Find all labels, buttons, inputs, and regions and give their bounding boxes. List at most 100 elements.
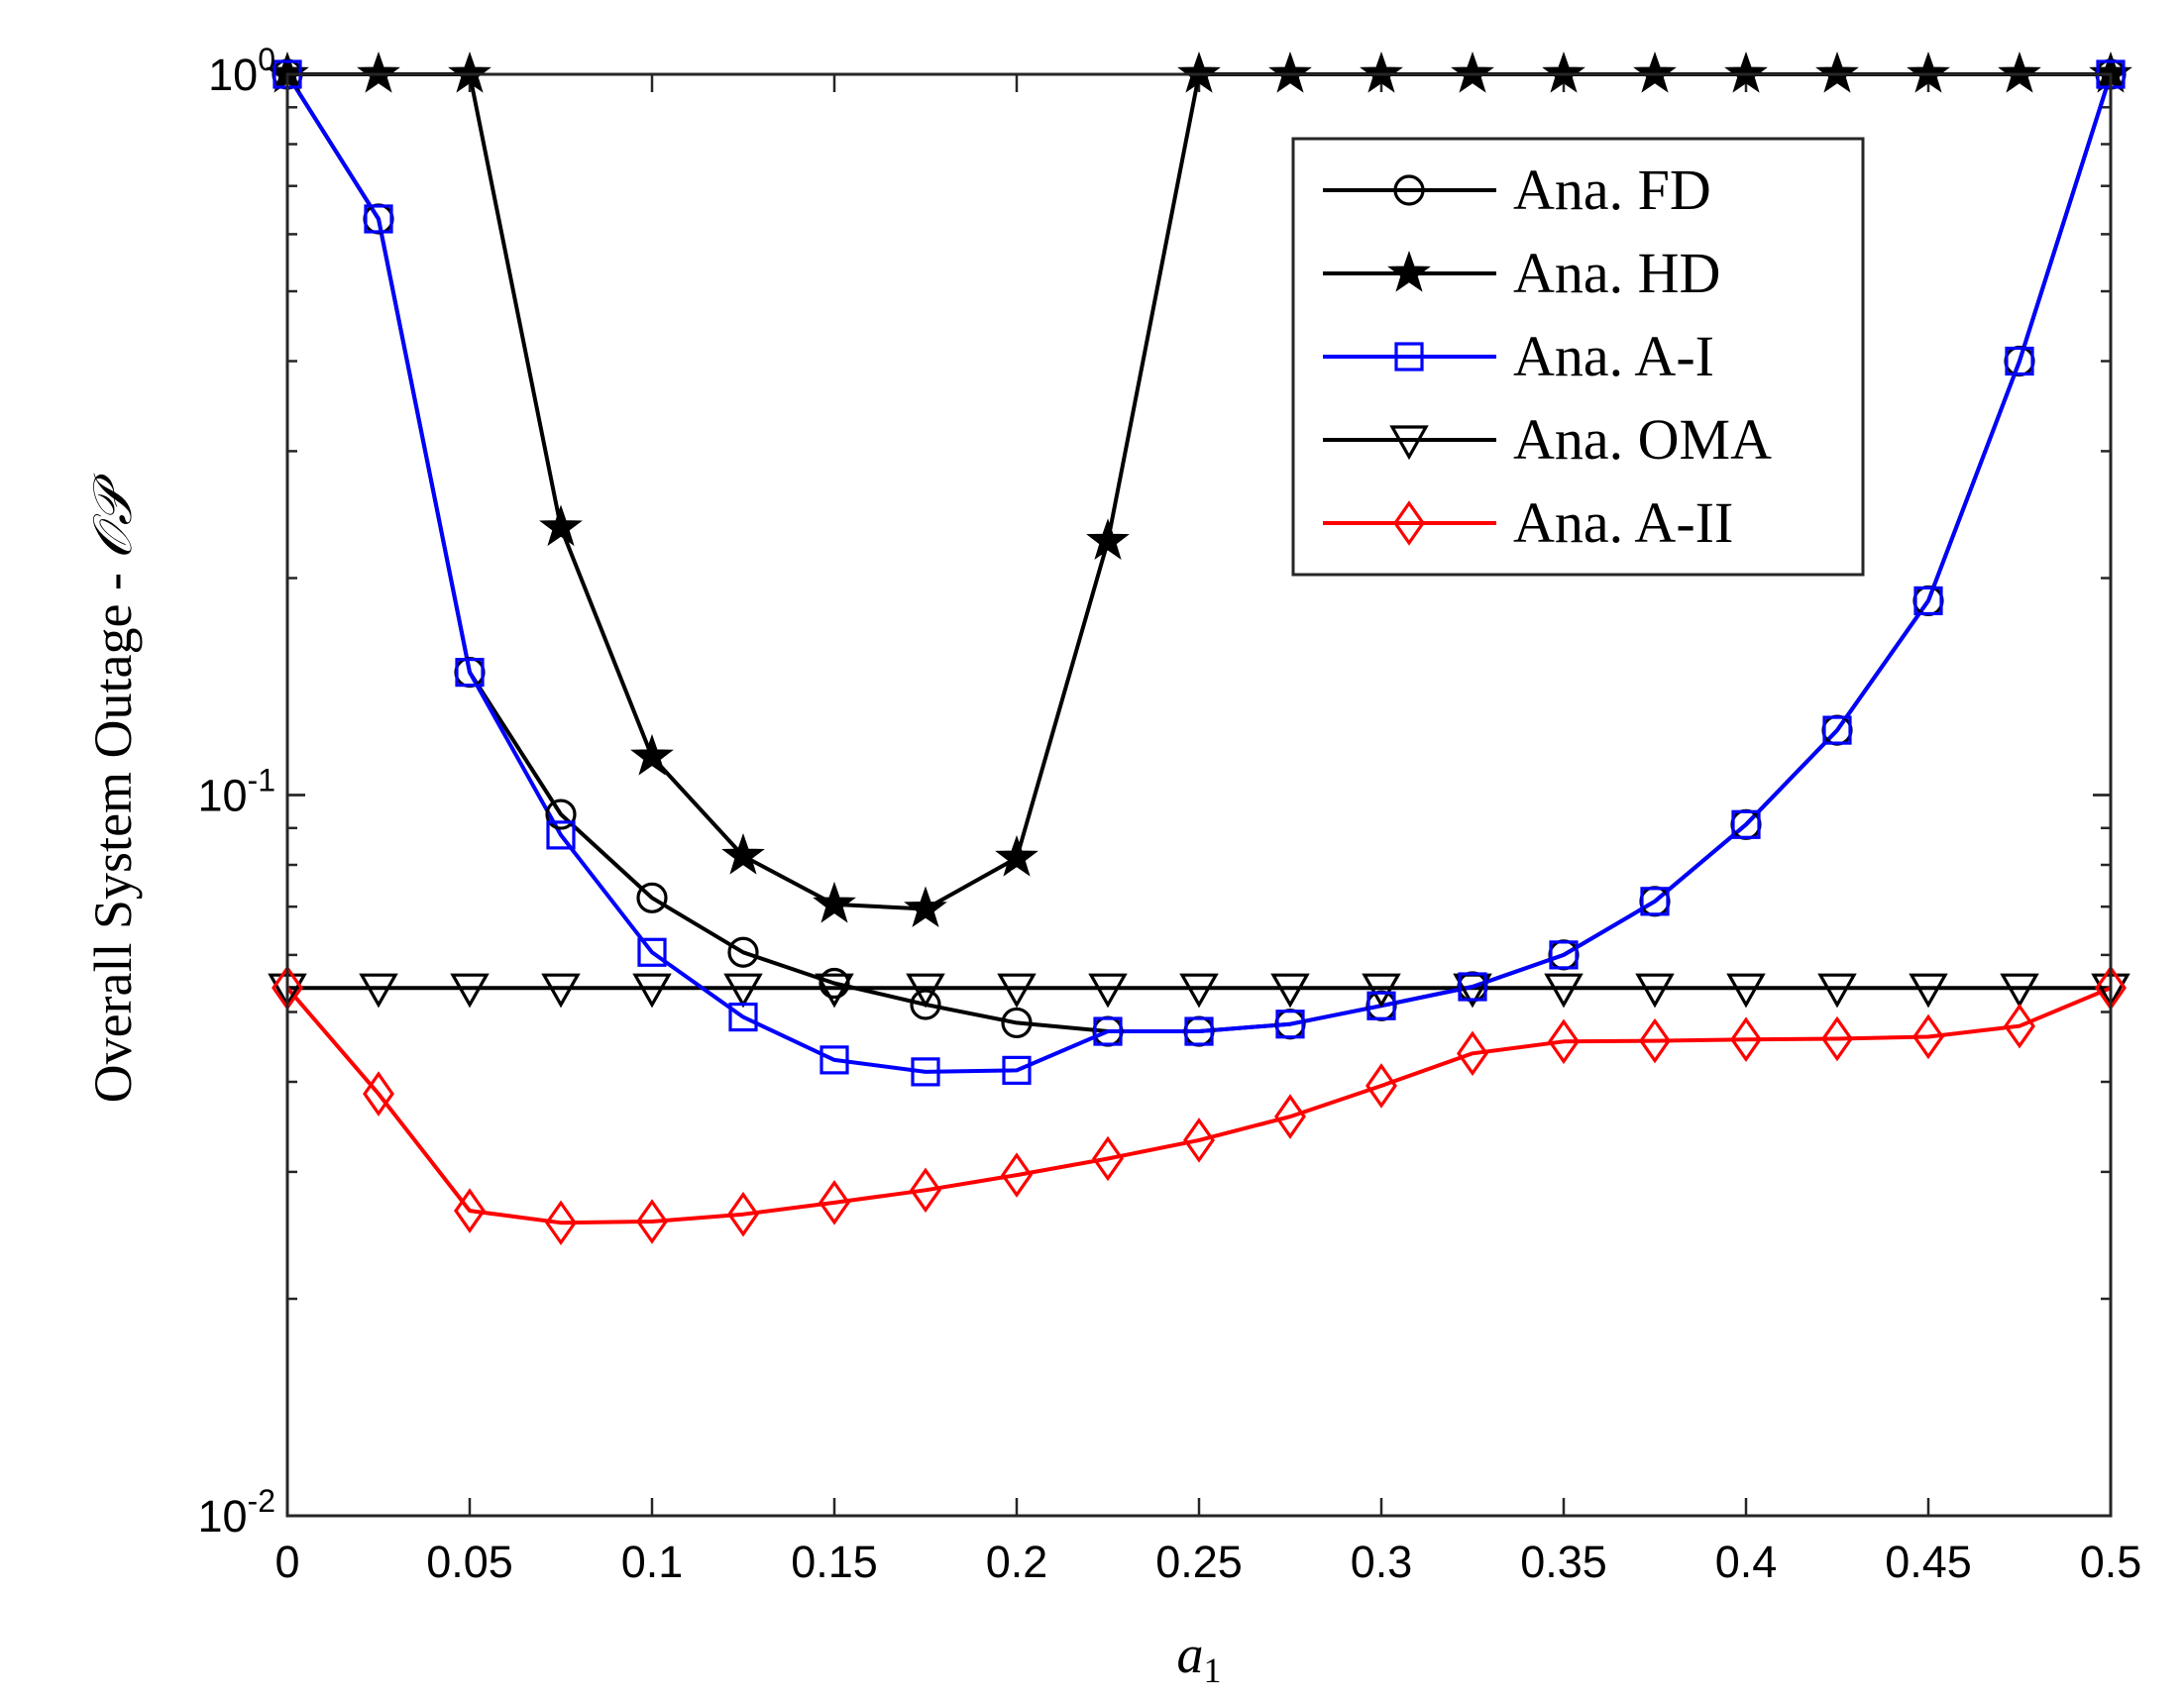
legend-label: Ana. A-II <box>1513 490 1733 555</box>
legend-entry-ana-fd: Ana. FD <box>1323 158 1711 222</box>
data-point-ana-hd <box>1177 51 1221 93</box>
data-point-ana-hd <box>1451 51 1494 93</box>
legend-marker <box>1394 342 1424 372</box>
y-tick-label: 10-1 <box>197 763 275 821</box>
x-axis-label-main: a <box>1177 1625 1204 1684</box>
data-point-ana-a-ii <box>1912 1013 1944 1060</box>
series-line-ana-a-i <box>285 72 2113 1074</box>
x-axis-label: a1 <box>1177 1625 1222 1690</box>
data-point-ana-hd <box>1815 51 1859 93</box>
data-point-ana-a-i <box>1458 972 1487 1002</box>
data-point-ana-hd <box>1724 51 1768 93</box>
data-point-ana-a-i <box>546 820 576 850</box>
x-tick-label: 0 <box>274 1537 299 1587</box>
data-point-ana-oma <box>1270 973 1310 1009</box>
series-markers-ana-hd <box>266 51 2132 928</box>
y-tick-label-base: 10 <box>197 1491 247 1542</box>
legend-label: Ana. FD <box>1513 158 1711 222</box>
data-point-ana-hd <box>1542 51 1585 93</box>
x-tick-label: 0.2 <box>986 1537 1048 1587</box>
data-point-ana-a-ii <box>363 1071 394 1117</box>
y-tick-label-exponent: 0 <box>258 42 275 77</box>
data-point-ana-a-ii <box>1365 1063 1397 1109</box>
data-point-ana-hd <box>1086 518 1130 560</box>
data-point-ana-a-ii <box>1730 1016 1762 1063</box>
series-markers-ana-a-ii <box>272 965 2127 1246</box>
data-point-ana-a-ii <box>1183 1118 1215 1163</box>
data-point-ana-a-i <box>1731 809 1761 839</box>
axes-box <box>285 72 2113 1518</box>
x-tick-label: 0.25 <box>1155 1537 1243 1587</box>
legend-marker <box>1393 174 1425 206</box>
x-tick-labels: 0 0.05 0.1 0.15 0.2 0.25 0.3 0.35 0.4 0.45 0.5 <box>274 1537 2141 1587</box>
data-point-ana-oma <box>1726 973 1766 1009</box>
data-point-ana-a-i <box>364 204 393 234</box>
y-axis-label-text: Overall System Outage - <box>83 560 143 1104</box>
data-point-ana-a-ii <box>1001 1152 1033 1198</box>
y-tick-label: 100 <box>208 42 275 100</box>
data-point-ana-oma <box>906 973 945 1009</box>
x-tick-label: 0.1 <box>621 1537 684 1587</box>
data-point-ana-a-ii <box>2004 1003 2035 1049</box>
data-point-ana-oma <box>1544 973 1583 1009</box>
data-point-ana-hd <box>357 51 400 93</box>
data-point-ana-oma <box>450 973 490 1009</box>
legend-marker <box>1393 500 1425 546</box>
data-point-ana-oma <box>815 973 854 1009</box>
data-point-ana-hd <box>1907 51 1950 93</box>
data-point-ana-a-ii <box>1639 1017 1671 1064</box>
data-point-ana-a-i <box>455 658 485 688</box>
data-point-ana-fd <box>727 936 759 968</box>
legend-label: Ana. OMA <box>1513 407 1772 472</box>
y-tick-label-base: 10 <box>197 771 247 821</box>
x-tick-label: 0.15 <box>791 1537 878 1587</box>
data-point-ana-a-ii <box>636 1199 668 1244</box>
x-tick-label: 0.35 <box>1520 1537 1607 1587</box>
data-point-ana-hd <box>1360 51 1403 93</box>
data-point-ana-a-i <box>2005 346 2034 376</box>
data-point-ana-a-ii <box>1092 1135 1124 1182</box>
data-point-ana-oma <box>1179 973 1219 1009</box>
x-tick-label: 0.05 <box>426 1537 513 1587</box>
data-point-ana-fd <box>1001 1007 1033 1039</box>
data-point-ana-oma <box>1817 973 1857 1009</box>
legend-marker <box>1387 250 1431 292</box>
data-point-ana-a-i <box>819 1045 849 1075</box>
data-point-ana-a-ii <box>1548 1018 1580 1065</box>
data-point-ana-fd <box>910 989 941 1020</box>
data-point-ana-a-i <box>728 1002 758 1032</box>
data-point-ana-hd <box>995 834 1038 877</box>
data-point-ana-a-i <box>1275 1010 1305 1039</box>
data-point-ana-a-i <box>911 1057 940 1087</box>
data-point-ana-hd <box>1268 51 1312 93</box>
data-point-ana-oma <box>1088 973 1128 1009</box>
data-point-ana-hd <box>904 886 947 928</box>
data-point-ana-a-ii <box>819 1180 850 1225</box>
data-point-ana-oma <box>541 973 581 1009</box>
data-point-ana-a-i <box>1093 1016 1123 1046</box>
axis-ticks <box>285 72 2113 1518</box>
data-point-ana-a-ii <box>1821 1015 1853 1062</box>
legend-entry-ana-hd: Ana. HD <box>1323 241 1720 305</box>
x-tick-label: 0.45 <box>1885 1537 1972 1587</box>
data-point-ana-hd <box>448 51 491 93</box>
data-point-ana-a-ii <box>910 1167 941 1214</box>
data-point-ana-oma <box>2000 973 2039 1009</box>
x-tick-label: 0.4 <box>1715 1537 1778 1587</box>
data-point-ana-a-ii <box>1274 1094 1306 1139</box>
data-point-ana-hd <box>1633 51 1677 93</box>
legend: Ana. FD Ana. HD Ana. A-I Ana. OMA Ana. A-II <box>1291 137 1865 577</box>
y-tick-label-exponent: -2 <box>248 1483 275 1519</box>
data-point-ana-a-i <box>1366 991 1396 1020</box>
data-point-ana-oma <box>997 973 1037 1009</box>
x-tick-label: 0.5 <box>2080 1537 2142 1587</box>
y-tick-label: 10-2 <box>197 1483 275 1542</box>
data-point-ana-a-ii <box>1457 1030 1488 1077</box>
data-point-ana-hd <box>539 504 583 547</box>
data-point-ana-fd <box>819 967 850 1000</box>
data-point-ana-oma <box>1909 973 1948 1009</box>
y-axis-label-symbol: 𝒪𝒫 <box>83 474 143 560</box>
data-point-ana-fd <box>636 882 668 913</box>
legend-marker <box>1389 425 1429 461</box>
